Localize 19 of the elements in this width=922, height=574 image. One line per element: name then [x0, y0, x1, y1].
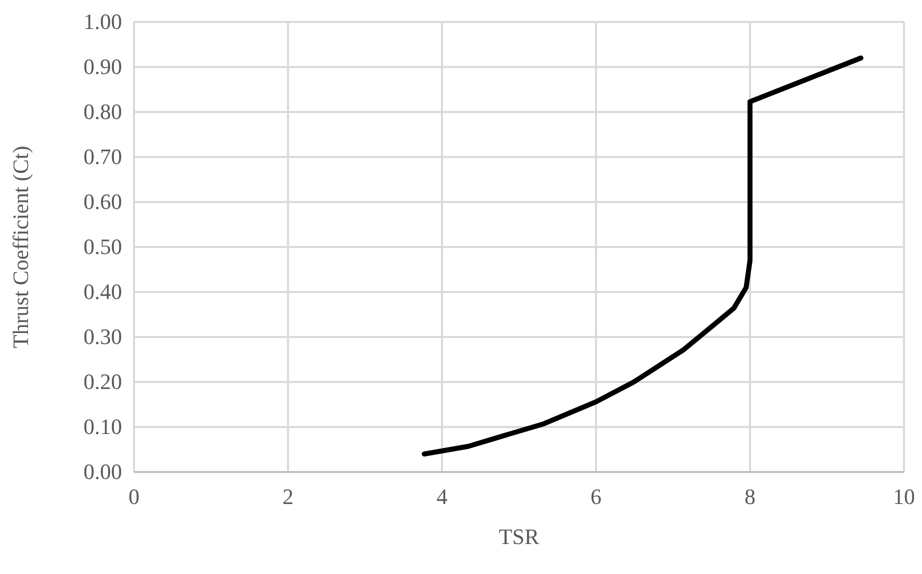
y-tick-label: 1.00 — [84, 9, 122, 34]
y-axis-title: Thrust Coefficient (Ct) — [8, 146, 33, 348]
x-tick-label: 4 — [436, 484, 448, 509]
y-tick-label: 0.20 — [84, 369, 122, 394]
x-tick-label: 2 — [282, 484, 294, 509]
y-tick-label: 0.40 — [84, 279, 122, 304]
x-tick-label: 0 — [128, 484, 140, 509]
x-tick-label: 8 — [744, 484, 756, 509]
y-tick-label: 0.00 — [84, 459, 122, 484]
x-tick-label: 6 — [590, 484, 602, 509]
y-tick-label: 0.80 — [84, 99, 122, 124]
y-tick-label: 0.70 — [84, 144, 122, 169]
y-tick-label: 0.60 — [84, 189, 122, 214]
y-tick-label: 0.90 — [84, 54, 122, 79]
x-tick-label: 10 — [893, 484, 915, 509]
y-tick-label: 0.50 — [84, 234, 122, 259]
x-axis-title: TSR — [498, 524, 540, 549]
y-tick-label: 0.10 — [84, 414, 122, 439]
y-tick-label: 0.30 — [84, 324, 122, 349]
